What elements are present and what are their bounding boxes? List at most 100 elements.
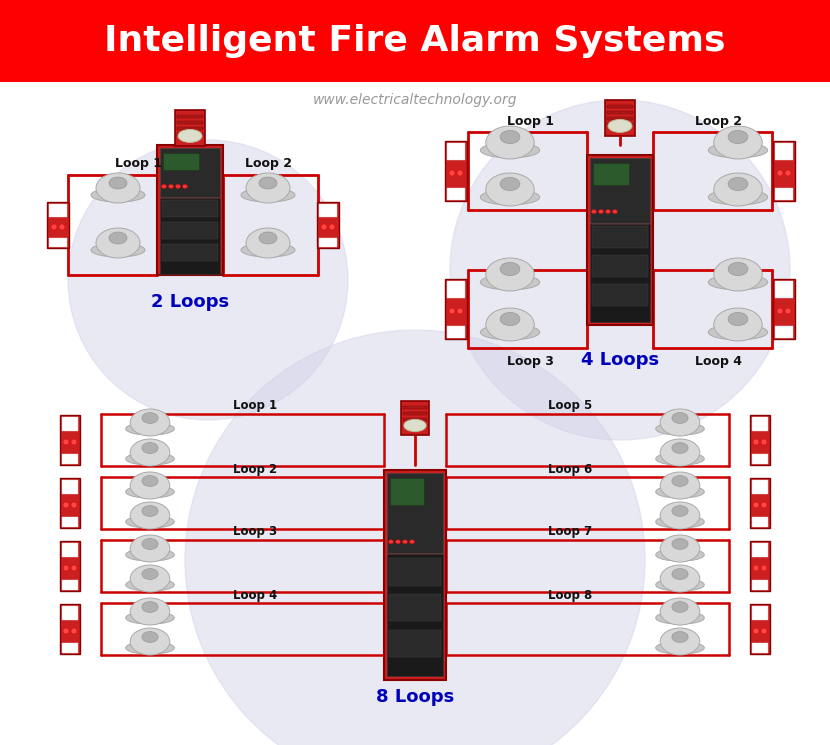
Ellipse shape [656, 579, 705, 591]
Ellipse shape [409, 540, 414, 544]
Ellipse shape [708, 189, 768, 205]
Bar [162, 244, 218, 261]
Ellipse shape [91, 188, 145, 202]
Bar [750, 478, 770, 528]
Circle shape [450, 100, 790, 440]
Text: Loop 4: Loop 4 [233, 589, 277, 601]
Ellipse shape [481, 189, 540, 205]
Bar [160, 148, 220, 197]
Ellipse shape [672, 475, 688, 486]
Ellipse shape [486, 126, 535, 159]
Ellipse shape [71, 439, 77, 445]
Ellipse shape [125, 422, 174, 435]
Ellipse shape [449, 308, 455, 314]
Ellipse shape [660, 409, 700, 436]
Ellipse shape [486, 258, 535, 291]
Bar [447, 281, 465, 298]
Text: Loop 2: Loop 2 [233, 463, 277, 475]
Bar [775, 326, 793, 337]
Bar [607, 117, 633, 120]
Ellipse shape [130, 439, 170, 466]
Bar [752, 480, 768, 494]
Ellipse shape [71, 565, 77, 571]
Ellipse shape [142, 602, 158, 612]
Ellipse shape [500, 177, 520, 191]
Ellipse shape [130, 502, 170, 529]
Ellipse shape [388, 540, 393, 544]
Ellipse shape [656, 422, 705, 435]
Ellipse shape [500, 262, 520, 276]
Ellipse shape [142, 506, 158, 516]
Ellipse shape [656, 612, 705, 624]
Ellipse shape [660, 565, 700, 592]
Bar [62, 606, 78, 620]
Ellipse shape [728, 130, 748, 144]
Bar [160, 198, 220, 274]
Bar [752, 580, 768, 590]
Ellipse shape [109, 232, 127, 244]
Ellipse shape [59, 224, 65, 230]
Bar [317, 202, 339, 248]
Text: Loop 5: Loop 5 [548, 399, 592, 413]
Ellipse shape [142, 443, 158, 454]
Ellipse shape [592, 209, 597, 214]
Text: Intelligent Fire Alarm Systems: Intelligent Fire Alarm Systems [105, 24, 725, 58]
Bar [62, 543, 78, 557]
Text: Loop 1: Loop 1 [506, 115, 554, 128]
Bar [775, 281, 793, 298]
Ellipse shape [71, 628, 77, 634]
Ellipse shape [481, 274, 540, 290]
Ellipse shape [660, 535, 700, 562]
Bar [389, 630, 441, 657]
Ellipse shape [183, 185, 188, 188]
Ellipse shape [178, 130, 202, 142]
Bar [60, 478, 80, 528]
Ellipse shape [785, 308, 791, 314]
Ellipse shape [142, 632, 158, 642]
Bar [403, 424, 427, 427]
Ellipse shape [714, 173, 762, 206]
Bar [403, 412, 427, 415]
Ellipse shape [672, 632, 688, 642]
Bar [445, 279, 467, 339]
Ellipse shape [606, 209, 611, 214]
Ellipse shape [728, 312, 748, 326]
Bar [590, 158, 650, 223]
Bar [319, 204, 337, 217]
Ellipse shape [246, 228, 290, 258]
Ellipse shape [672, 443, 688, 454]
Ellipse shape [259, 232, 277, 244]
Bar [62, 480, 78, 494]
Text: Loop 4: Loop 4 [695, 355, 741, 369]
Ellipse shape [481, 325, 540, 340]
Ellipse shape [708, 274, 768, 290]
Bar [177, 121, 203, 124]
Bar [752, 543, 768, 557]
Ellipse shape [761, 439, 767, 445]
Bar [384, 470, 446, 680]
Bar [177, 133, 203, 136]
Bar [592, 226, 648, 249]
Ellipse shape [142, 475, 158, 486]
Bar [62, 417, 78, 431]
Ellipse shape [125, 486, 174, 498]
Ellipse shape [708, 142, 768, 158]
Bar [387, 473, 443, 553]
Bar [389, 594, 441, 621]
Ellipse shape [241, 188, 295, 202]
Bar [607, 105, 633, 108]
Text: www.electricaltechnology.org: www.electricaltechnology.org [313, 93, 517, 107]
Ellipse shape [125, 612, 174, 624]
Ellipse shape [761, 502, 767, 508]
Ellipse shape [728, 177, 748, 191]
Ellipse shape [246, 173, 290, 203]
Bar [60, 541, 80, 591]
Bar [752, 417, 768, 431]
Ellipse shape [142, 568, 158, 580]
Bar [592, 256, 648, 277]
Ellipse shape [130, 628, 170, 655]
Ellipse shape [598, 209, 603, 214]
Ellipse shape [142, 413, 158, 423]
Ellipse shape [71, 502, 77, 508]
Ellipse shape [457, 308, 463, 314]
